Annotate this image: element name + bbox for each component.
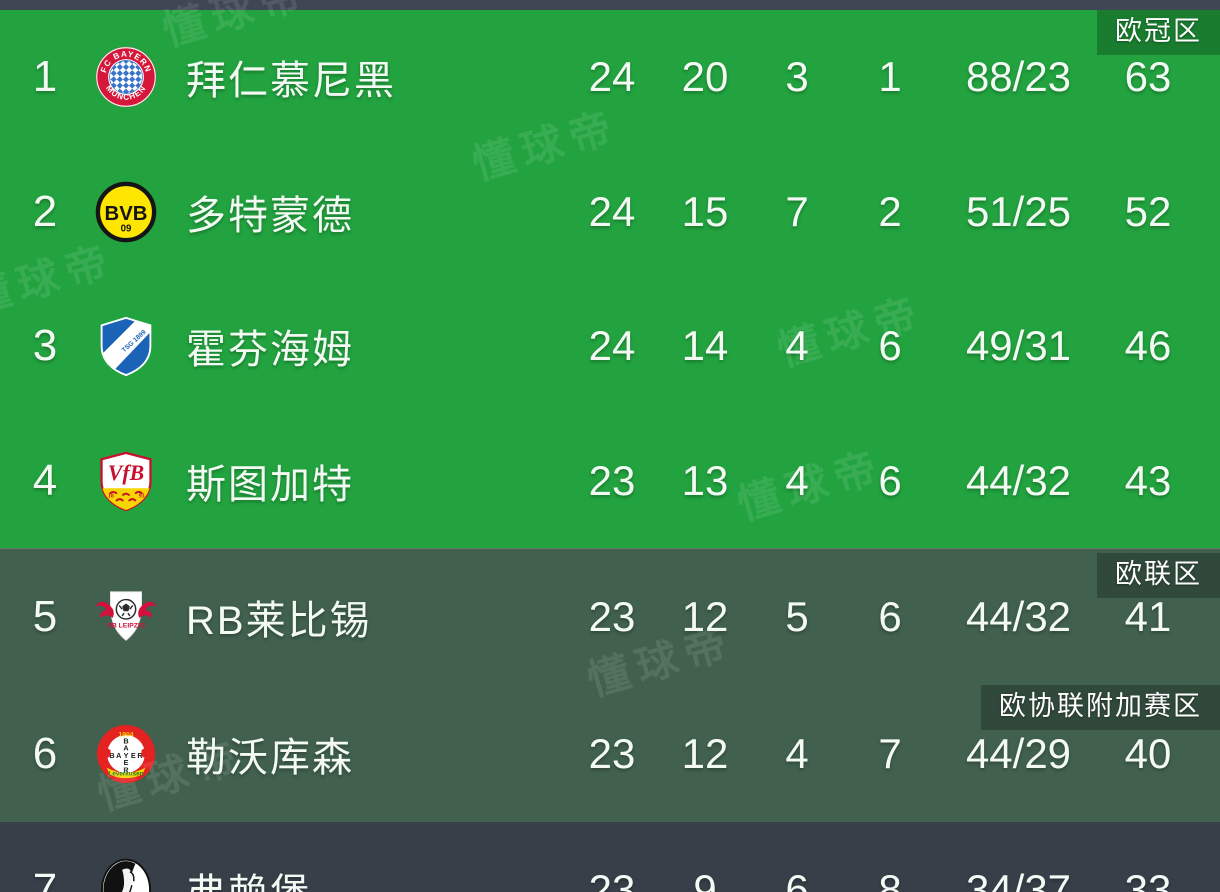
matches-drawn: 4 <box>785 322 809 370</box>
matches-won: 12 <box>681 729 729 777</box>
svg-text:R: R <box>137 750 143 759</box>
svg-text:09: 09 <box>121 223 132 234</box>
svg-text:R: R <box>123 765 129 774</box>
svg-text:VfB: VfB <box>108 461 144 485</box>
svg-text:93: 93 <box>139 493 145 499</box>
matches-lost: 1 <box>878 53 902 101</box>
svg-text:B: B <box>123 736 128 745</box>
matches-lost: 6 <box>878 592 902 640</box>
top-bar <box>0 0 1220 10</box>
svg-text:E: E <box>124 758 129 767</box>
svg-text:1904: 1904 <box>118 731 133 738</box>
svg-text:B: B <box>109 750 114 759</box>
conference-playoff-zone-badge: 欧协联附加赛区 <box>981 685 1220 730</box>
position-number: 6 <box>32 728 58 778</box>
europa-league-zone: 欧联区 欧协联附加赛区 5 RB LEIPZIG RB莱比锡 23 12 5 6 <box>0 548 1220 822</box>
team-name: RB莱比锡 <box>186 598 372 643</box>
matches-drawn: 5 <box>785 592 809 640</box>
points: 46 <box>1124 322 1172 370</box>
matches-drawn: 7 <box>785 187 809 235</box>
matches-won: 12 <box>681 592 729 640</box>
matches-drawn: 6 <box>785 865 809 892</box>
mid-table-zone: 7 弗赖堡 23 9 6 8 34/37 33 <box>0 822 1220 892</box>
team-name: 拜仁慕尼黑 <box>186 59 396 104</box>
svg-text:RB LEIPZIG: RB LEIPZIG <box>107 622 145 629</box>
position-number: 2 <box>32 186 58 236</box>
matches-lost: 8 <box>878 865 902 892</box>
table-row[interactable]: 3 TSG 1899 霍芬海姆 24 14 4 6 49/31 4 <box>0 279 1220 414</box>
team-name: 霍芬海姆 <box>186 328 354 373</box>
svg-text:A: A <box>123 743 129 752</box>
points: 33 <box>1124 865 1172 892</box>
matches-played: 24 <box>588 322 636 370</box>
matches-drawn: 4 <box>785 456 809 504</box>
points: 63 <box>1124 53 1172 101</box>
matches-played: 23 <box>588 865 636 892</box>
team-name: 斯图加特 <box>186 462 354 507</box>
europa-zone-badge: 欧联区 <box>1097 553 1220 598</box>
team-name: 勒沃库森 <box>186 735 354 780</box>
table-row[interactable]: 4 18 93 VfB 斯图加特 23 13 <box>0 414 1220 549</box>
matches-lost: 6 <box>878 456 902 504</box>
matches-won: 14 <box>681 322 729 370</box>
table-row[interactable]: 5 RB LEIPZIG RB莱比锡 23 12 5 6 44/32 41 <box>0 548 1220 685</box>
team-name: 多特蒙德 <box>186 193 354 238</box>
svg-text:BVB: BVB <box>105 203 148 225</box>
champions-league-zone: 欧冠区 1 <box>0 10 1220 548</box>
matches-drawn: 4 <box>785 729 809 777</box>
svg-text:A: A <box>116 750 122 759</box>
freiburg-logo-icon <box>94 858 158 892</box>
matches-drawn: 3 <box>785 53 809 101</box>
matches-won: 9 <box>693 865 717 892</box>
goals-for-against: 51/25 <box>965 187 1072 235</box>
stuttgart-logo-icon: 18 93 VfB <box>94 449 158 513</box>
team-name: 弗赖堡 <box>186 861 312 892</box>
table-row[interactable]: 1 FC BAYERN <box>0 10 1220 145</box>
svg-text:Y: Y <box>124 750 129 759</box>
points: 52 <box>1124 187 1172 235</box>
matches-played: 23 <box>588 456 636 504</box>
position-number: 1 <box>32 52 58 102</box>
matches-lost: 7 <box>878 729 902 777</box>
position-number: 5 <box>32 591 58 641</box>
table-row[interactable]: 7 弗赖堡 23 9 6 8 34/37 33 <box>0 822 1220 892</box>
goals-for-against: 44/29 <box>965 729 1072 777</box>
matches-lost: 2 <box>878 187 902 235</box>
dortmund-logo-icon: BVB 09 <box>94 180 158 244</box>
matches-won: 15 <box>681 187 729 235</box>
points: 40 <box>1124 729 1172 777</box>
points: 43 <box>1124 456 1172 504</box>
points: 41 <box>1124 592 1172 640</box>
matches-played: 23 <box>588 729 636 777</box>
goals-for-against: 44/32 <box>965 592 1072 640</box>
goals-for-against: 44/32 <box>965 456 1072 504</box>
bayern-munich-logo-icon: FC BAYERN MÜNCHEN <box>94 45 158 109</box>
svg-text:18: 18 <box>108 493 114 499</box>
goals-for-against: 49/31 <box>965 322 1072 370</box>
matches-lost: 6 <box>878 322 902 370</box>
matches-won: 20 <box>681 53 729 101</box>
position-number: 7 <box>32 864 58 892</box>
position-number: 4 <box>32 455 58 505</box>
position-number: 3 <box>32 321 58 371</box>
svg-text:Leverkusen: Leverkusen <box>109 770 144 777</box>
rb-leipzig-logo-icon: RB LEIPZIG <box>94 585 158 649</box>
matches-played: 24 <box>588 53 636 101</box>
svg-text:E: E <box>131 750 136 759</box>
matches-played: 24 <box>588 187 636 235</box>
goals-for-against: 88/23 <box>965 53 1072 101</box>
hoffenheim-logo-icon: TSG 1899 <box>94 314 158 378</box>
matches-won: 13 <box>681 456 729 504</box>
goals-for-against: 34/37 <box>965 865 1072 892</box>
table-row[interactable]: 2 BVB 09 多特蒙德 24 15 7 2 51/25 52 <box>0 145 1220 280</box>
matches-played: 23 <box>588 592 636 640</box>
champions-zone-badge: 欧冠区 <box>1097 10 1220 55</box>
